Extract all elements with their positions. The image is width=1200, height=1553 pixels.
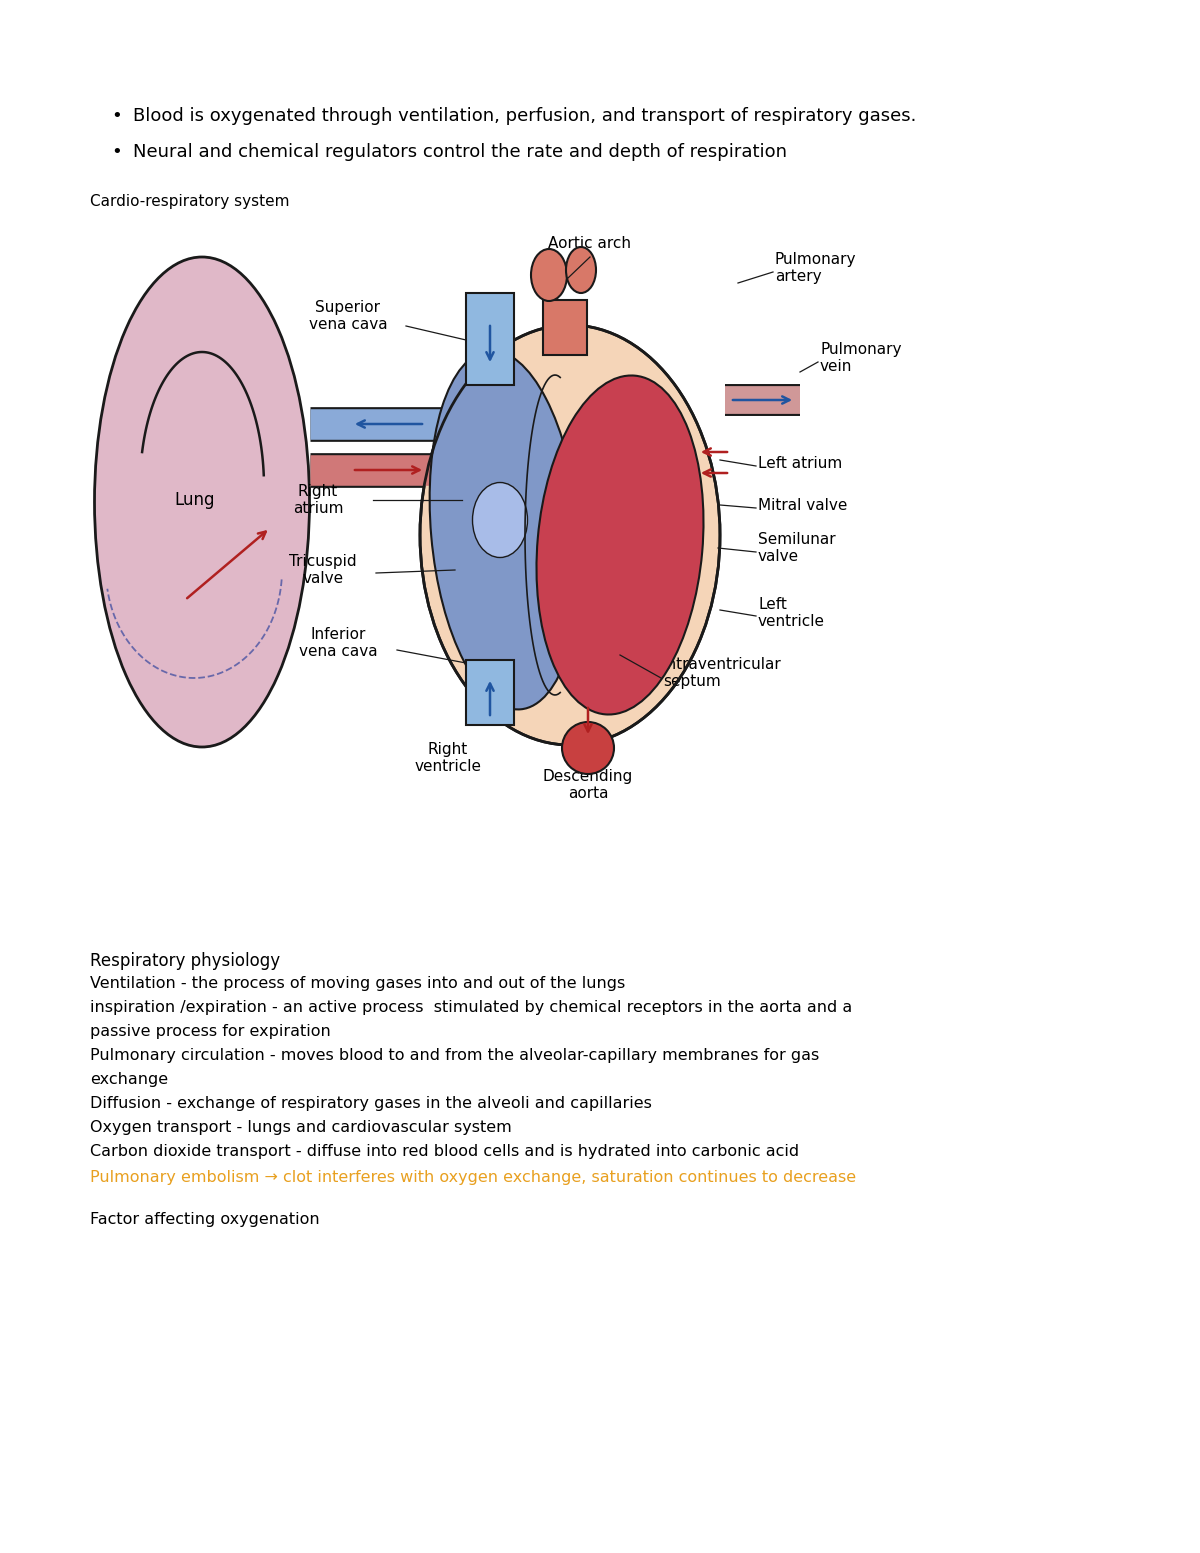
Text: Semilunar
valve: Semilunar valve bbox=[758, 531, 835, 564]
FancyBboxPatch shape bbox=[466, 294, 514, 385]
Ellipse shape bbox=[530, 248, 568, 301]
Ellipse shape bbox=[473, 483, 528, 558]
Text: Diffusion - exchange of respiratory gases in the alveoli and capillaries: Diffusion - exchange of respiratory gase… bbox=[90, 1096, 652, 1110]
Text: Cardio-respiratory system: Cardio-respiratory system bbox=[90, 194, 289, 210]
FancyBboxPatch shape bbox=[466, 660, 514, 725]
Text: Pulmonary embolism → clot interferes with oxygen exchange, saturation continues : Pulmonary embolism → clot interferes wit… bbox=[90, 1169, 856, 1185]
Text: Superior
vena cava: Superior vena cava bbox=[308, 300, 388, 332]
Text: Lung: Lung bbox=[174, 491, 215, 509]
Ellipse shape bbox=[536, 376, 703, 714]
Text: Oxygen transport - lungs and cardiovascular system: Oxygen transport - lungs and cardiovascu… bbox=[90, 1120, 511, 1135]
FancyBboxPatch shape bbox=[542, 300, 587, 356]
Text: Right
ventricle: Right ventricle bbox=[414, 742, 481, 775]
Text: Factor affecting oxygenation: Factor affecting oxygenation bbox=[90, 1211, 319, 1227]
Ellipse shape bbox=[566, 247, 596, 294]
Text: Pulmonary
vein: Pulmonary vein bbox=[820, 342, 901, 374]
Text: exchange: exchange bbox=[90, 1072, 168, 1087]
Text: Pulmonary circulation - moves blood to and from the alveolar-capillary membranes: Pulmonary circulation - moves blood to a… bbox=[90, 1048, 820, 1062]
Text: Ventilation - the process of moving gases into and out of the lungs: Ventilation - the process of moving gase… bbox=[90, 975, 625, 991]
Text: Left
ventricle: Left ventricle bbox=[758, 596, 826, 629]
Text: Tricuspid
valve: Tricuspid valve bbox=[289, 554, 356, 585]
Text: Blood is oxygenated through ventilation, perfusion, and transport of respiratory: Blood is oxygenated through ventilation,… bbox=[133, 107, 917, 124]
Text: Left atrium: Left atrium bbox=[758, 455, 842, 471]
Text: Neural and chemical regulators control the rate and depth of respiration: Neural and chemical regulators control t… bbox=[133, 143, 787, 162]
Text: •: • bbox=[112, 143, 121, 162]
Text: Inferior
vena cava: Inferior vena cava bbox=[299, 627, 377, 658]
Ellipse shape bbox=[95, 256, 310, 747]
Text: inspiration /expiration - an active process  stimulated by chemical receptors in: inspiration /expiration - an active proc… bbox=[90, 1000, 852, 1016]
Ellipse shape bbox=[430, 351, 581, 710]
Text: Descending
aorta: Descending aorta bbox=[542, 769, 634, 801]
Text: Carbon dioxide transport - diffuse into red blood cells and is hydrated into car: Carbon dioxide transport - diffuse into … bbox=[90, 1145, 799, 1159]
Text: Pulmonary
artery: Pulmonary artery bbox=[775, 252, 857, 284]
Text: •: • bbox=[112, 107, 121, 124]
Text: Mitral valve: Mitral valve bbox=[758, 497, 847, 512]
Ellipse shape bbox=[420, 325, 720, 745]
Text: Right
atrium: Right atrium bbox=[293, 485, 343, 516]
Text: Respiratory physiology: Respiratory physiology bbox=[90, 952, 280, 971]
Ellipse shape bbox=[562, 722, 614, 773]
Text: passive process for expiration: passive process for expiration bbox=[90, 1023, 331, 1039]
Text: Intraventricular
septum: Intraventricular septum bbox=[662, 657, 781, 690]
Text: Aortic arch: Aortic arch bbox=[548, 236, 631, 250]
